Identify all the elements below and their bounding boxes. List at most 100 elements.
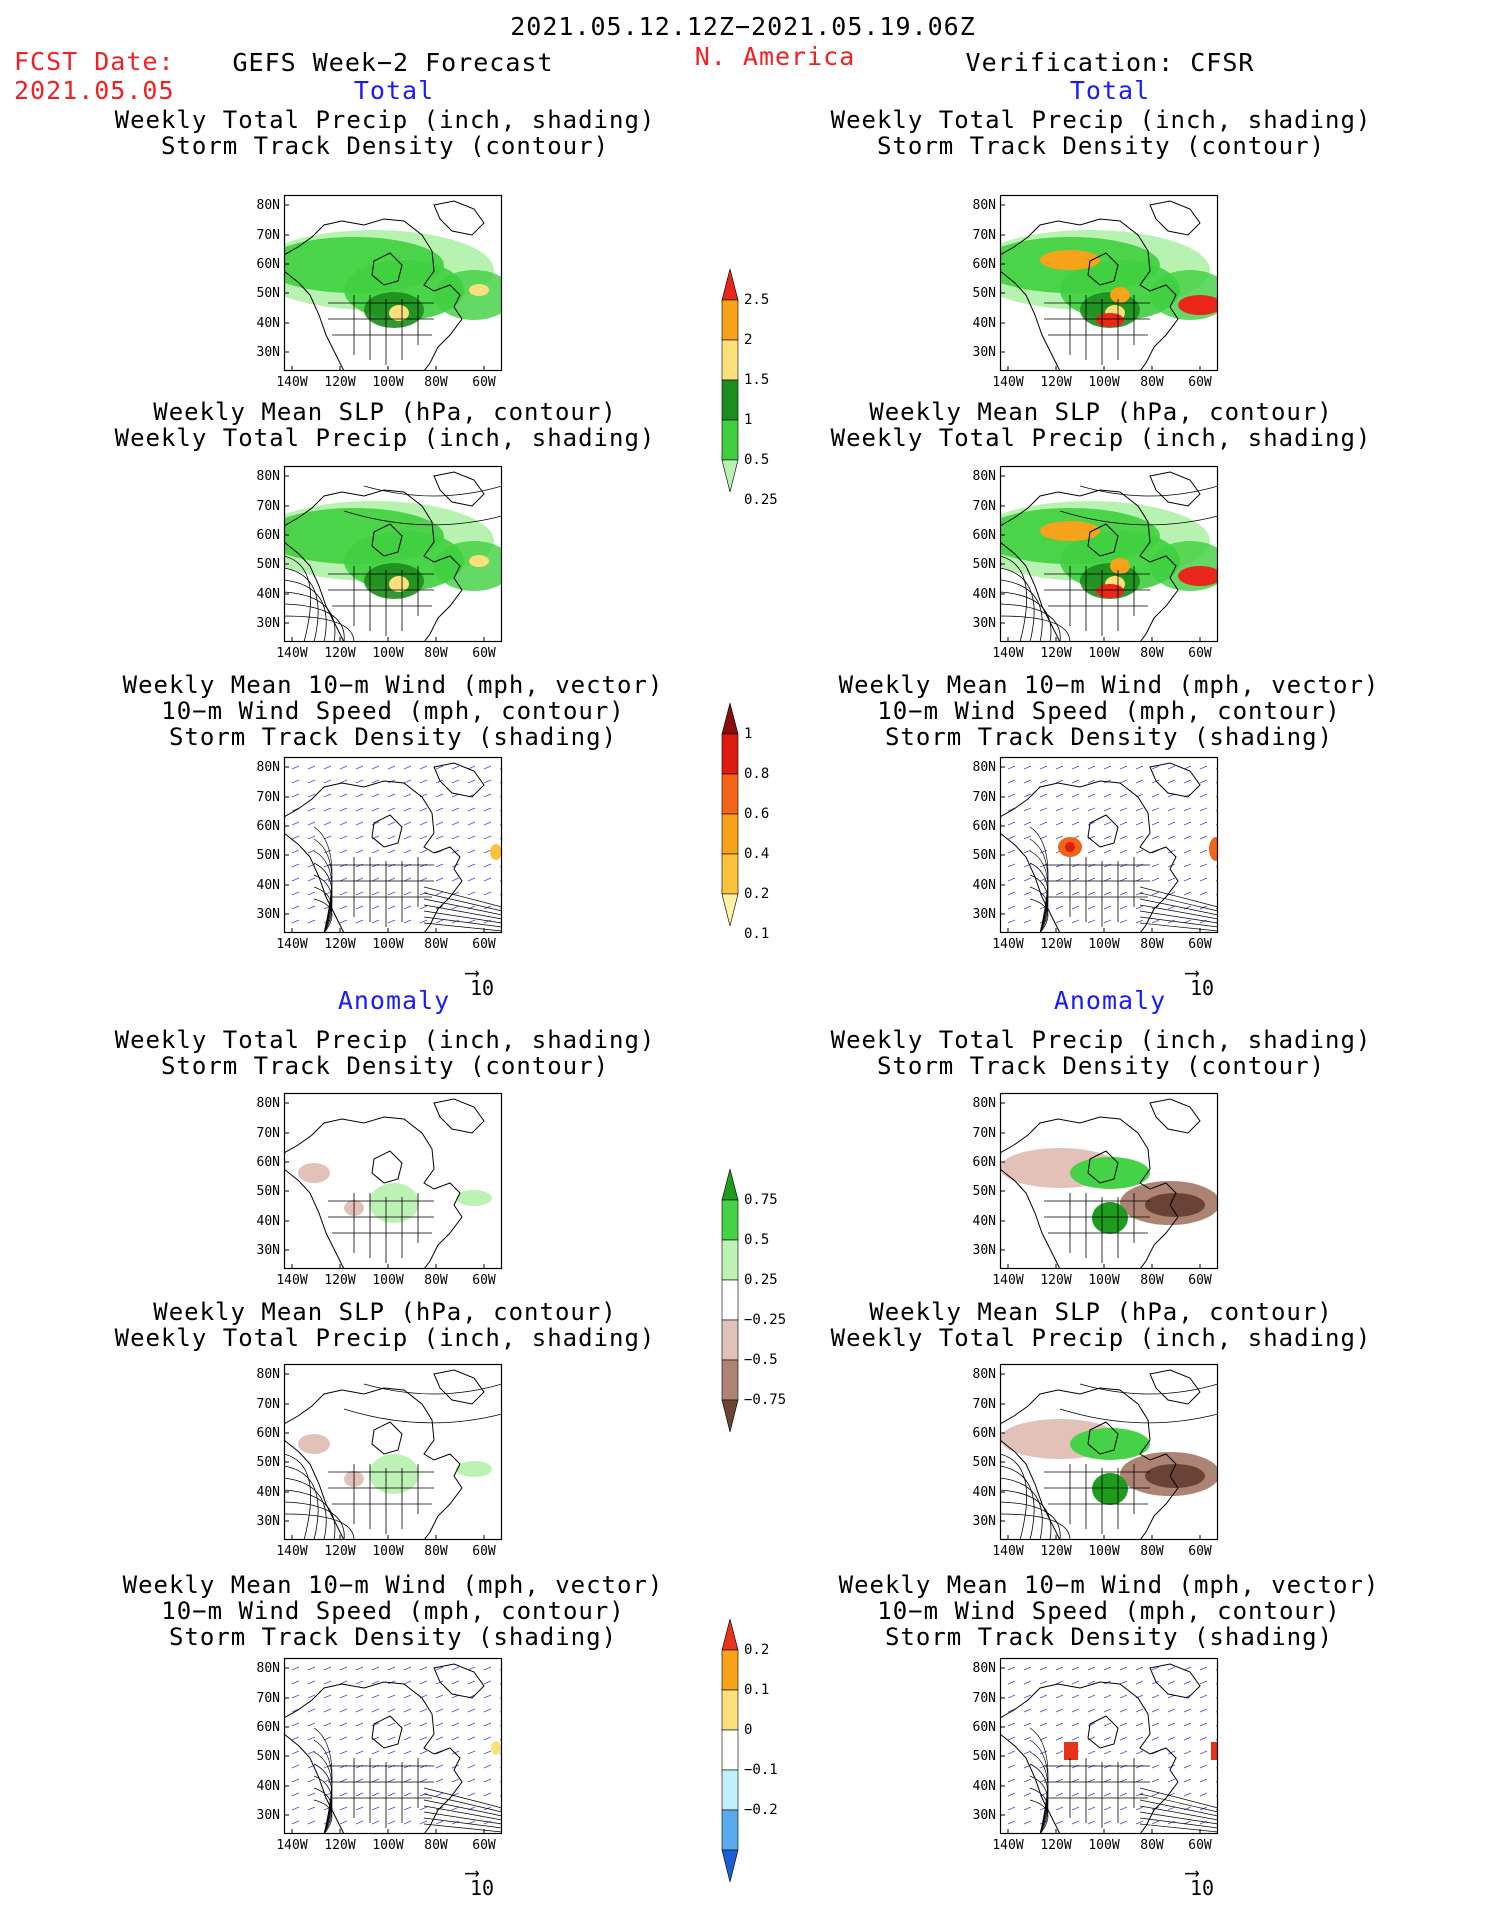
lat-tick-label: 50N xyxy=(972,1455,996,1470)
colorbar-label: 0.5 xyxy=(744,452,770,468)
colorbar-svg xyxy=(721,1168,739,1433)
vector-ref-value: 10 xyxy=(1190,976,1215,1000)
lat-tick-label: 50N xyxy=(972,286,996,301)
section-anomaly-label: Anomaly xyxy=(1053,986,1167,1015)
lat-tick-label: 50N xyxy=(256,1184,280,1199)
lon-tick-label: 80W xyxy=(1140,1838,1164,1853)
lat-tick-label: 60N xyxy=(256,1720,280,1735)
lat-tick-label: 60N xyxy=(256,1426,280,1441)
lon-tick-label: 140W xyxy=(992,1544,1024,1559)
lat-tick-label: 60N xyxy=(972,819,996,834)
lon-tick-label: 140W xyxy=(276,1273,308,1288)
lat-tick-label: 80N xyxy=(256,469,280,484)
lon-tick-label: 60W xyxy=(472,1273,496,1288)
lat-tick-label: 30N xyxy=(972,616,996,631)
lon-tick-label: 60W xyxy=(1188,646,1212,661)
panel-title-line2: 10−m Wind Speed (mph, contour) xyxy=(877,1597,1341,1625)
lat-tick-label: 50N xyxy=(256,848,280,863)
lon-tick-label: 100W xyxy=(372,646,404,661)
lon-tick-label: 100W xyxy=(1088,1273,1120,1288)
lat-tick-label: 70N xyxy=(972,790,996,805)
colorbar-label: 0.5 xyxy=(744,1232,770,1248)
panel-title-line2: 10−m Wind Speed (mph, contour) xyxy=(161,697,625,725)
lat-tick-label: 30N xyxy=(256,345,280,360)
panel-title-line1: Weekly Mean 10−m Wind (mph, vector) xyxy=(122,671,664,699)
lon-tick-label: 80W xyxy=(1140,375,1164,390)
lat-tick-label: 60N xyxy=(972,1426,996,1441)
lon-tick-label: 100W xyxy=(372,375,404,390)
panel-title-line2: Weekly Total Precip (inch, shading) xyxy=(114,424,656,452)
lat-tick-label: 80N xyxy=(256,1096,280,1111)
colorbar-track-total: 1 0.8 0.6 0.4 0.2 0.1 xyxy=(720,702,769,942)
colorbar-label: 2 xyxy=(744,332,753,348)
colorbar-label: 0.75 xyxy=(744,1192,778,1208)
panel-title-line1: Weekly Total Precip (inch, shading) xyxy=(114,106,656,134)
map-svg xyxy=(999,1363,1219,1541)
lat-tick-label: 40N xyxy=(972,587,996,602)
lat-tick-label: 30N xyxy=(972,907,996,922)
colorbar-label: 0.2 xyxy=(744,886,770,902)
panel-title-line2: Weekly Total Precip (inch, shading) xyxy=(830,424,1372,452)
lat-tick-label: 40N xyxy=(972,1214,996,1229)
lat-tick-label: 60N xyxy=(256,528,280,543)
lon-tick-label: 60W xyxy=(472,375,496,390)
panel-title-line1: Weekly Mean SLP (hPa, contour) xyxy=(153,398,617,426)
lat-tick-label: 30N xyxy=(972,1514,996,1529)
lon-tick-label: 80W xyxy=(424,375,448,390)
lon-tick-label: 80W xyxy=(424,1838,448,1853)
lon-tick-label: 100W xyxy=(1088,1544,1120,1559)
lat-tick-label: 50N xyxy=(256,1749,280,1764)
map-panel-precip-anom: 80N 70N 60N 50N 40N 30N 140W 120W 100W 80W 60W xyxy=(257,1092,503,1288)
lon-tick-label: 100W xyxy=(1088,937,1120,952)
colorbar-svg xyxy=(721,268,739,493)
lat-tick-label: 40N xyxy=(256,1779,280,1794)
lon-tick-label: 140W xyxy=(276,937,308,952)
colorbar-svg xyxy=(721,1618,739,1883)
section-total-label: Total xyxy=(1069,76,1151,105)
map-svg xyxy=(999,194,1219,372)
map-panel-precip-total: 80N 70N 60N 50N 40N 30N 140W 120W 100W 80W 60W xyxy=(257,194,503,390)
colorbar-svg xyxy=(721,702,739,927)
panel-title-line3: Storm Track Density (shading) xyxy=(884,1623,1334,1651)
panel-title-line2: 10−m Wind Speed (mph, contour) xyxy=(877,697,1341,725)
section-total-label: Total xyxy=(353,76,435,105)
lat-tick-label: 80N xyxy=(972,1661,996,1676)
map-panel-slp-anom: 80N 70N 60N 50N 40N 30N 140W 120W 100W 80W 60W xyxy=(257,1363,503,1559)
section-anomaly-label: Anomaly xyxy=(337,986,451,1015)
colorbar-label: 0.25 xyxy=(744,1272,778,1288)
lat-tick-label: 30N xyxy=(972,1808,996,1823)
lat-tick-label: 70N xyxy=(972,499,996,514)
lat-tick-label: 80N xyxy=(256,198,280,213)
fcst-date-label: FCST Date: xyxy=(14,47,175,76)
map-svg xyxy=(283,756,503,934)
lat-tick-label: 70N xyxy=(256,790,280,805)
panel-title-line1: Weekly Mean SLP (hPa, contour) xyxy=(869,1298,1333,1326)
panel-title-line3: Storm Track Density (shading) xyxy=(884,723,1334,751)
colorbar-label: 1 xyxy=(744,412,753,428)
lon-tick-label: 80W xyxy=(1140,1273,1164,1288)
lon-tick-label: 80W xyxy=(1140,1544,1164,1559)
lat-tick-label: 30N xyxy=(256,1808,280,1823)
lon-tick-label: 100W xyxy=(372,937,404,952)
map-panel-precip-anom-verif: 80N 70N 60N 50N 40N 30N 140W 120W 100W 80W 60W xyxy=(973,1092,1219,1288)
lon-tick-label: 140W xyxy=(992,646,1024,661)
panel-title-line2: 10−m Wind Speed (mph, contour) xyxy=(161,1597,625,1625)
map-svg xyxy=(999,465,1219,643)
panel-title-line2: Storm Track Density (contour) xyxy=(160,132,610,160)
lon-tick-label: 120W xyxy=(1040,646,1072,661)
colorbar-label: −0.1 xyxy=(744,1762,778,1778)
lon-tick-label: 120W xyxy=(324,937,356,952)
colorbar-label: 0.8 xyxy=(744,766,770,782)
lat-tick-label: 80N xyxy=(256,1367,280,1382)
colorbar-label: 0.1 xyxy=(744,1682,770,1698)
lon-tick-label: 60W xyxy=(1188,1273,1212,1288)
vector-ref-value: 10 xyxy=(1190,1876,1215,1900)
colorbar-label: 0.2 xyxy=(744,1642,770,1658)
lon-tick-label: 120W xyxy=(324,1544,356,1559)
lon-tick-label: 100W xyxy=(372,1838,404,1853)
lat-tick-label: 80N xyxy=(256,760,280,775)
lon-tick-label: 100W xyxy=(372,1273,404,1288)
right-title: Verification: CFSR xyxy=(965,48,1255,77)
panel-title-line1: Weekly Total Precip (inch, shading) xyxy=(830,1026,1372,1054)
lat-tick-label: 40N xyxy=(972,1779,996,1794)
